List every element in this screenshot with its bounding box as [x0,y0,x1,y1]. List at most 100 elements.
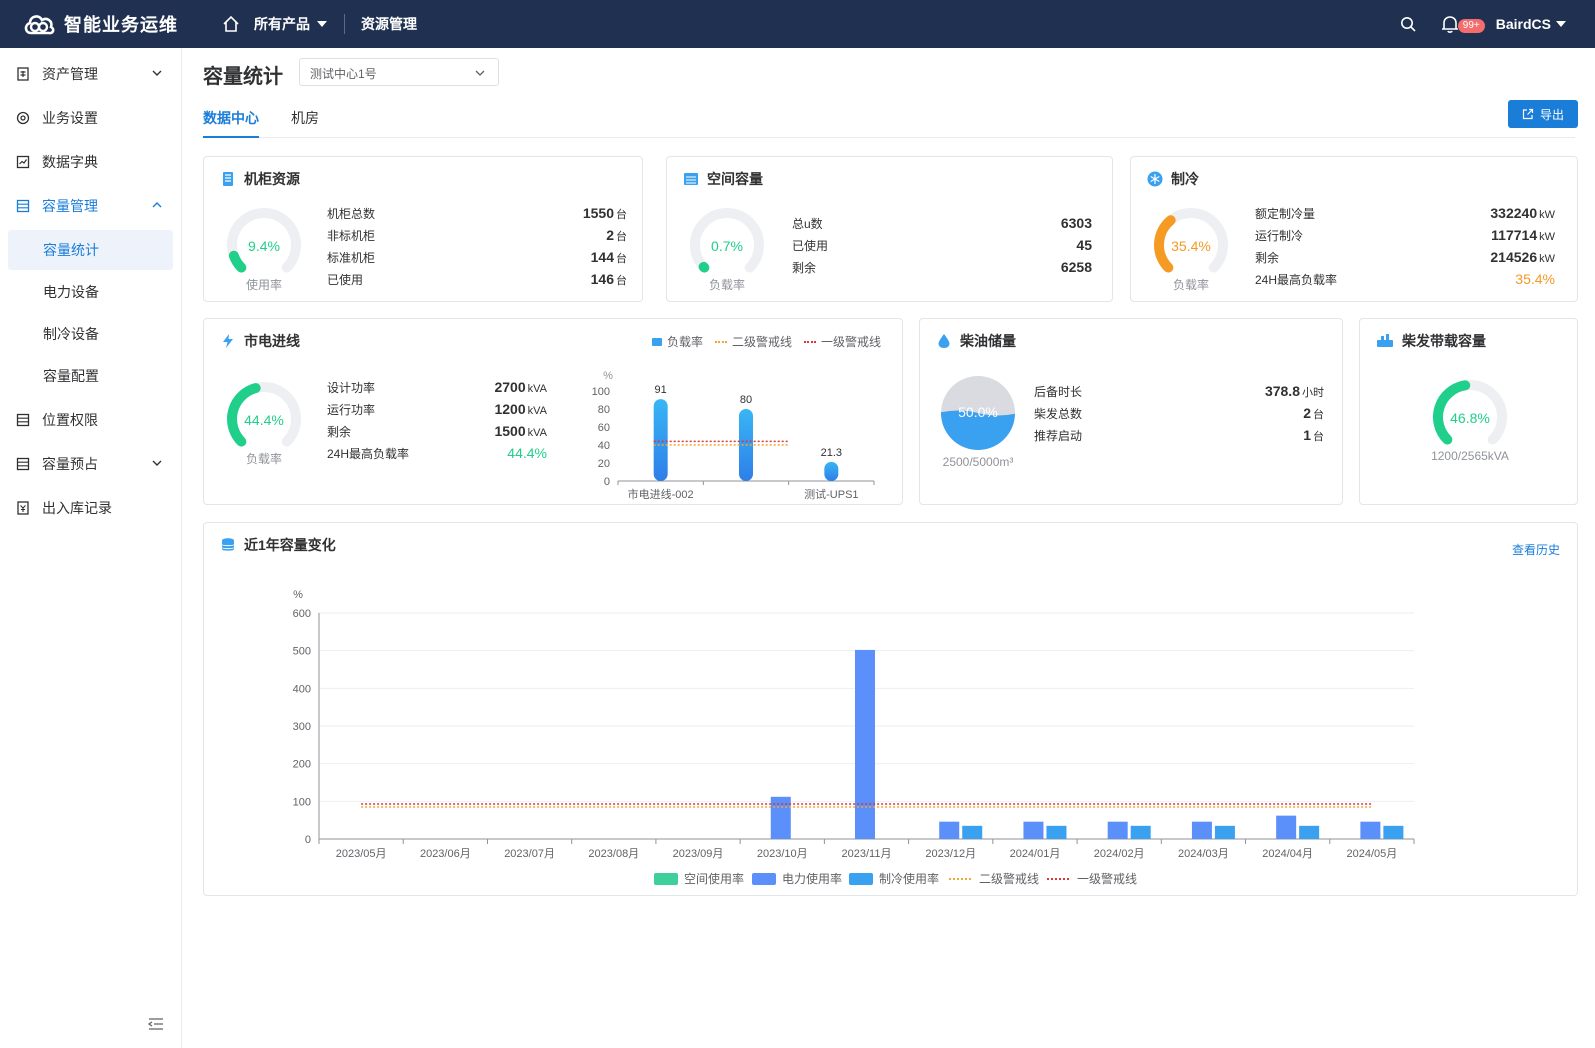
sidebar-item-capacity[interactable]: 容量管理 [0,184,181,228]
collapse-sidebar-icon[interactable] [147,1017,164,1034]
home-icon[interactable] [222,15,240,33]
genset-sub-label: 1200/2565kVA [1431,449,1509,463]
stat-key: 已使用 [792,239,829,253]
card-header: 制冷 [1147,169,1199,189]
legend-item[interactable]: 负载率 [652,333,703,350]
search-icon[interactable] [1400,16,1416,32]
stat-key: 剩余 [327,425,352,439]
resource-nav[interactable]: 资源管理 [361,16,417,32]
sidebar-item-assets[interactable]: 资产管理 [0,52,181,96]
stat-key: 后备时长 [1034,385,1083,399]
tab-datacenter[interactable]: 数据中心 [203,110,259,126]
diesel-sub-label: 2500/5000m³ [942,455,1014,469]
power-chart-legend: 负载率 二级警戒线 一级警戒线 [652,333,893,350]
x-tick-label: 2023/07月 [504,848,555,860]
legend-swatch [849,873,873,885]
legend-swatch [752,873,776,885]
history-capacity-chart: % 0 100 200 300 400 500 600 2023/05月 2023/06月 2023… [293,589,1415,886]
x-tick-label: 2023/12月 [925,848,976,860]
sidebar-item-location-permissions[interactable]: 位置权限 [0,398,181,442]
gauge-fill [228,250,247,273]
app-title: 智能业务运维 [64,15,178,35]
card-title: 柴发带载容量 [1402,333,1486,349]
stat-row: 24H最高负载率 35.4% [1255,271,1555,291]
stat-value: 117714 kW [1491,227,1555,243]
y-tick-label: 100 [293,796,311,808]
submenu-capacity-config[interactable]: 容量配置 [43,368,99,384]
submenu-power-devices[interactable]: 电力设备 [43,284,99,300]
cooling-gauge [1154,208,1228,273]
x-tick-label: 2023/05月 [336,848,387,860]
stat-key: 标准机柜 [327,251,376,265]
stat-row: 后备时长 378.8 小时 [1034,383,1324,403]
legend-item[interactable]: 二级警戒线 [715,333,792,350]
bell-icon [1441,16,1458,33]
legend-swatch [804,340,817,343]
y-tick-label: 400 [293,683,311,695]
stat-row: 额定制冷量 332240 kW [1255,205,1555,225]
stat-row: 已使用 146 台 [327,271,627,291]
y-tick-label: 0 [604,476,610,488]
stat-key: 机柜总数 [327,207,376,221]
stat-key: 24H最高负载率 [1255,273,1338,287]
stat-key: 推荐启动 [1034,429,1083,443]
card-title: 制冷 [1171,171,1199,187]
sidebar-item-reservation[interactable]: 容量预占 [0,442,181,486]
sidebar-item-business-settings[interactable]: 业务设置 [0,96,181,140]
stat-key: 已使用 [327,273,364,287]
gauge-track [227,208,301,273]
tank-liquid [941,410,1015,450]
stat-row: 剩余 214526 kW [1255,249,1555,269]
record-icon [17,501,29,515]
stat-row: 24H最高负载率 44.4% [327,445,547,465]
space-gauge [690,208,764,273]
submenu-cooling-devices[interactable]: 制冷设备 [43,326,99,342]
card-title: 近1年容量变化 [244,537,336,553]
power-bar [653,399,668,481]
export-button[interactable]: 导出 [1508,100,1578,128]
export-label: 导出 [1539,107,1564,122]
gauge-value: 9.4% [248,238,280,254]
sidebar-item-inout-records[interactable]: 出入库记录 [0,486,181,530]
history-bar [1276,815,1297,839]
submenu-capacity-stats[interactable]: 容量统计 [8,230,173,270]
chevron-down-icon [152,70,162,76]
x-tick-label: 2023/09月 [673,848,724,860]
x-tick-label: 2023/10月 [757,848,808,860]
y-axis-unit: % [603,370,613,382]
tab-room[interactable]: 机房 [291,110,319,126]
stat-value: 378.8 小时 [1264,383,1324,399]
caret-down-icon [317,21,327,27]
sidebar-item-label: 数据字典 [42,154,98,170]
diesel-stats: 后备时长 378.8 小时 柴发总数 2 台 推荐启动 1 台 [1034,383,1324,453]
legend-label: 二级警戒线 [979,871,1039,886]
generator-icon [1377,334,1393,347]
legend-label: 一级警戒线 [1077,871,1137,886]
stat-row: 柴发总数 2 台 [1034,405,1324,425]
history-bar [1299,825,1320,839]
stat-row: 剩余 6258 [792,259,1092,279]
legend-item[interactable]: 一级警戒线 [804,333,881,350]
sidebar-item-dictionary[interactable]: 数据字典 [0,140,181,184]
cooling-stats: 额定制冷量 332240 kW 运行制冷 117714 kW 剩余 214526 kW 24… [1255,205,1555,287]
stat-key: 剩余 [792,261,817,275]
app-logo[interactable]: 智能业务运维 [22,11,202,37]
x-tick-label: 2023/08月 [588,848,639,860]
datacenter-select[interactable]: 测试中心1号 [299,58,499,86]
cabinet-stats: 机柜总数 1550 台 非标机柜 2 台 标准机柜 144 台 已使用 146 台 [327,205,627,287]
card-header: 空间容量 [683,169,763,189]
user-menu[interactable]: BairdCS [1496,16,1567,32]
sidebar: 资产管理 业务设置 数据字典 容量管理 容量统计 电力设备 制冷设备 容量配置 … [0,48,182,1048]
chevron-down-icon [475,70,485,76]
stat-key: 设计功率 [327,381,376,395]
tab-bar: 数据中心 机房 [203,100,1575,138]
notification-bell[interactable]: 99+ [1440,14,1485,34]
view-history-link[interactable]: 查看历史 [1512,543,1561,557]
x-tick-label: 2023/11月 [842,848,892,860]
card-title: 机柜资源 [244,171,300,187]
history-bar [962,825,983,839]
products-dropdown[interactable]: 所有产品 [254,14,328,34]
y-tick-label: 500 [293,646,311,658]
